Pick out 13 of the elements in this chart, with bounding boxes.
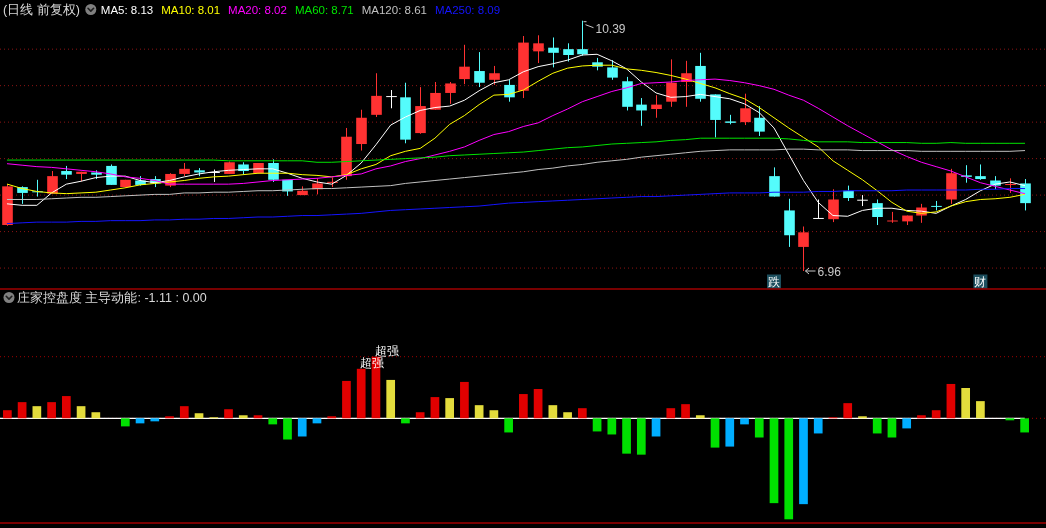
legend-item: MA60: 8.71 xyxy=(294,4,354,16)
title: (日线 前复权) xyxy=(3,3,80,17)
legend-item: MA250: 8.09 xyxy=(434,4,501,16)
annotation: 6.96 xyxy=(805,264,841,279)
annotation: 6.96 xyxy=(817,264,842,279)
annotation: 10.39 xyxy=(595,21,626,36)
legend-item: MA5: 8.13 xyxy=(100,4,154,16)
title: 庄家控盘度 主导动能: -1.11 : 0.00 xyxy=(17,291,207,305)
annotation: 10.39 xyxy=(583,21,626,36)
legend-item: MA20: 8.02 xyxy=(228,4,287,16)
legend-item: MA120: 8.61 xyxy=(361,4,427,16)
legend-item: MA10: 8.01 xyxy=(161,4,221,16)
annotation: 超强 xyxy=(374,345,399,358)
